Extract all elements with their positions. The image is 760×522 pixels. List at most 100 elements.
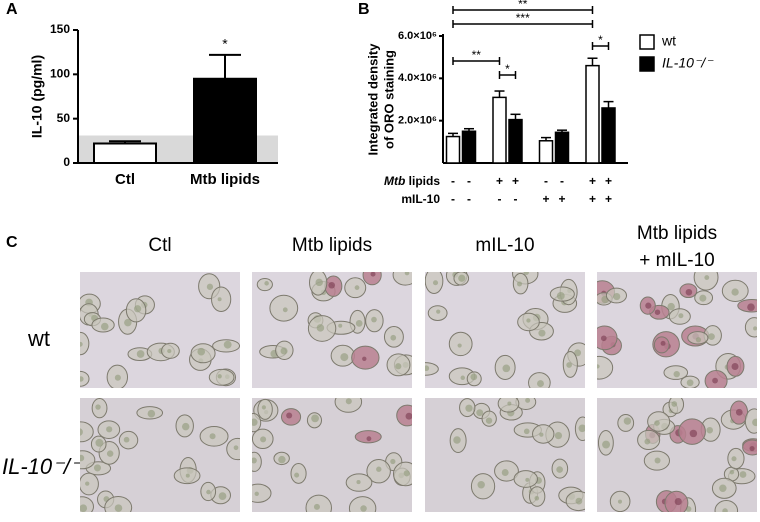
cell xyxy=(392,272,412,286)
cell-granule xyxy=(597,364,600,369)
cell xyxy=(80,331,90,356)
condition-sign: + xyxy=(589,192,596,206)
cell-granule xyxy=(689,429,698,438)
cell-granule xyxy=(470,373,478,381)
cell-granule xyxy=(345,398,352,405)
y-tick-label: 50 xyxy=(57,111,71,125)
y-tick-label: 2.0×10⁶ xyxy=(398,115,437,127)
cell-granule xyxy=(749,445,755,452)
condition-label: mIL-10 xyxy=(401,192,440,206)
cell xyxy=(392,461,412,487)
cell-granule xyxy=(654,309,661,315)
micrograph xyxy=(252,398,412,512)
cell-granule xyxy=(457,343,462,348)
cell xyxy=(80,370,90,387)
cell-granule xyxy=(338,323,343,328)
column-title: Ctl xyxy=(148,235,171,256)
cell xyxy=(290,462,307,484)
cell-granule xyxy=(80,428,83,436)
x-tick-label: Mtb lipids xyxy=(190,171,260,188)
condition-sign: - xyxy=(498,192,502,206)
micrograph-content xyxy=(597,272,757,388)
cell-granule xyxy=(209,433,216,440)
cell-granule xyxy=(313,503,320,510)
significance-label: ** xyxy=(518,0,528,11)
row-label: wt xyxy=(27,326,50,351)
cell xyxy=(226,437,240,461)
cell-granule xyxy=(706,426,713,434)
cell-granule xyxy=(340,353,349,362)
cell xyxy=(714,500,739,512)
cell-granule xyxy=(671,401,678,407)
micrograph xyxy=(425,398,585,512)
cell-granule xyxy=(261,405,266,410)
micrograph-content xyxy=(597,398,757,512)
significance-label: * xyxy=(505,62,510,76)
legend-swatch xyxy=(639,56,655,72)
condition-sign: - xyxy=(467,192,471,206)
cell-granule xyxy=(366,436,372,442)
cell-granule xyxy=(252,418,258,426)
cell-granule xyxy=(660,340,666,346)
cell-granule xyxy=(556,466,563,473)
cell-granule xyxy=(370,272,376,277)
cell-granule xyxy=(432,280,439,286)
micrograph xyxy=(80,272,240,388)
cell-granule xyxy=(645,302,652,309)
significance-label: ** xyxy=(472,48,482,62)
y-tick-label: 6.0×10⁶ xyxy=(398,30,437,42)
cell-granule xyxy=(403,470,410,477)
cell-granule xyxy=(507,401,512,406)
cell-granule xyxy=(390,334,397,341)
cell-granule xyxy=(218,492,227,501)
x-tick-label: Ctl xyxy=(115,171,135,188)
y-axis-label: Integrated density xyxy=(365,43,380,156)
cell-granule xyxy=(124,318,132,327)
cell-granule xyxy=(264,281,269,286)
cell-granule xyxy=(502,364,511,373)
panel-letter: A xyxy=(6,1,18,18)
cell-granule xyxy=(517,281,523,287)
cell-granule xyxy=(729,469,735,475)
cell-granule xyxy=(80,376,84,382)
condition-sign: + xyxy=(558,192,565,206)
cell-granule xyxy=(286,412,293,419)
cell-granule xyxy=(501,469,509,476)
cell-granule xyxy=(217,297,222,302)
micrograph xyxy=(597,272,757,388)
cell-granule xyxy=(147,409,156,418)
condition-sign: + xyxy=(496,174,503,188)
cell-granule xyxy=(534,495,540,501)
cell-granule xyxy=(354,285,360,291)
cell-granule xyxy=(537,380,544,388)
cell-granule xyxy=(114,504,123,512)
legend-label: IL-10⁻/⁻ xyxy=(662,55,714,71)
cell-granule xyxy=(538,329,546,337)
cell-granule xyxy=(106,450,114,457)
cell-granule xyxy=(254,491,259,496)
cell-granule xyxy=(731,288,739,296)
cell xyxy=(597,355,614,380)
bar xyxy=(93,142,157,164)
cell-granule xyxy=(355,320,363,327)
condition-sign: - xyxy=(451,174,455,188)
cell-granule xyxy=(731,456,737,462)
significance-label: * xyxy=(598,33,603,47)
cell-granule xyxy=(465,404,473,412)
cell-granule xyxy=(80,341,83,347)
cell-granule xyxy=(80,454,85,462)
cell-granule xyxy=(654,457,661,464)
cell-granule xyxy=(704,275,710,280)
cell-granule xyxy=(185,473,190,478)
cell xyxy=(597,325,618,351)
micrograph-content xyxy=(425,272,585,388)
cell-granule xyxy=(376,466,382,472)
y-axis-label: IL-10 (pg/ml) xyxy=(29,55,45,138)
cell-granule xyxy=(85,481,90,486)
cell-granule xyxy=(747,303,755,311)
micrograph-content xyxy=(252,398,412,512)
cell-granule xyxy=(752,418,757,427)
cell-granule xyxy=(362,356,367,362)
cell-granule xyxy=(566,362,572,368)
cell xyxy=(257,398,273,420)
